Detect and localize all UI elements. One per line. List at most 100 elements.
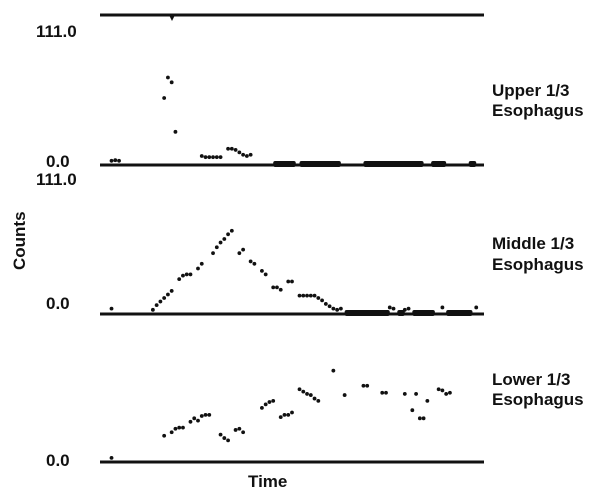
data-point-lower	[436, 387, 441, 392]
data-marks-middle	[109, 228, 479, 316]
data-point-middle	[196, 266, 200, 271]
data-point-middle	[222, 237, 227, 241]
data-point-lower	[271, 398, 276, 403]
data-point-upper	[237, 150, 242, 155]
data-point-upper	[169, 80, 174, 85]
data-point-upper	[203, 155, 208, 160]
data-point-middle	[214, 245, 219, 250]
data-point-upper	[229, 146, 234, 151]
data-point-upper	[244, 154, 249, 158]
data-point-lower	[297, 387, 302, 392]
baseline-segment-middle	[446, 310, 473, 316]
data-point-upper	[199, 154, 204, 158]
data-point-middle	[229, 228, 234, 233]
data-point-upper	[173, 129, 178, 134]
data-point-middle	[312, 293, 317, 298]
data-point-lower	[233, 428, 238, 432]
data-point-lower	[380, 390, 385, 395]
data-point-middle	[474, 305, 479, 310]
data-point-upper	[241, 152, 246, 157]
data-point-lower	[410, 408, 415, 413]
data-point-lower	[109, 455, 114, 460]
data-point-lower	[218, 432, 223, 437]
baseline-segment-middle	[344, 310, 390, 316]
panel-label-upper-line1: Upper 1/3	[492, 81, 569, 100]
data-point-upper	[162, 96, 167, 100]
data-point-lower	[365, 383, 370, 388]
data-point-lower	[421, 416, 426, 421]
data-point-middle	[162, 296, 167, 300]
data-point-upper	[226, 146, 230, 151]
data-point-middle	[440, 305, 445, 310]
x-axis-title: Time	[248, 472, 287, 489]
data-point-middle	[320, 298, 324, 303]
data-point-middle	[109, 306, 114, 311]
panel-label-middle-line1: Middle 1/3	[492, 234, 574, 253]
data-point-middle	[169, 289, 174, 293]
data-point-middle	[323, 302, 328, 306]
data-point-middle	[335, 307, 340, 312]
data-point-lower	[312, 396, 317, 401]
data-point-lower	[196, 418, 200, 423]
data-point-lower	[301, 389, 306, 394]
data-point-middle	[316, 296, 321, 300]
panel-label-lower-line1: Lower 1/3	[492, 370, 570, 389]
data-point-upper	[207, 155, 212, 160]
baseline-segment-upper	[273, 161, 296, 167]
data-point-middle	[305, 293, 309, 298]
ytick-bottom-lower: 0.0	[46, 451, 70, 470]
data-point-lower	[286, 412, 291, 417]
panel-lower: 0.0 Lower 1/3 Esophagus	[46, 368, 584, 470]
data-point-lower	[207, 412, 212, 417]
data-point-lower	[305, 392, 309, 396]
data-point-middle	[327, 304, 332, 309]
data-point-middle	[199, 261, 204, 266]
data-point-middle	[301, 293, 306, 298]
data-point-middle	[271, 285, 276, 290]
data-point-lower	[290, 410, 294, 415]
data-point-middle	[338, 306, 343, 311]
data-point-upper	[248, 152, 253, 157]
data-point-middle	[286, 279, 291, 284]
data-point-lower	[241, 430, 246, 435]
data-point-middle	[188, 272, 193, 277]
data-point-middle	[263, 272, 268, 277]
data-point-upper	[113, 158, 118, 163]
data-point-lower	[263, 402, 268, 407]
data-point-lower	[169, 430, 174, 435]
panel-middle: 111.0 0.0 Middle 1/3 Esophagus	[36, 170, 584, 316]
baseline-segment-middle	[397, 310, 405, 316]
data-point-middle	[150, 307, 155, 312]
data-point-lower	[361, 383, 366, 388]
data-point-upper	[218, 155, 223, 160]
data-point-middle	[275, 285, 279, 290]
baseline-segment-middle	[412, 310, 435, 316]
panel-label-lower-line2: Esophagus	[492, 390, 584, 409]
data-point-upper	[211, 155, 215, 160]
data-point-lower	[226, 438, 230, 443]
data-point-upper	[166, 75, 170, 80]
data-point-lower	[331, 368, 336, 373]
data-point-middle	[331, 306, 336, 311]
data-point-middle	[177, 277, 182, 282]
ytick-bottom-upper: 0.0	[46, 152, 70, 171]
data-point-lower	[222, 436, 227, 440]
data-point-lower	[448, 390, 452, 395]
data-point-middle	[184, 272, 189, 277]
ytick-top-middle: 111.0	[36, 170, 77, 189]
data-point-middle	[406, 306, 411, 311]
baseline-segment-upper	[431, 161, 447, 167]
panel-label-middle-line2: Esophagus	[492, 255, 584, 274]
data-point-lower	[162, 433, 167, 438]
data-point-lower	[278, 415, 283, 420]
panel-label-upper-line2: Esophagus	[492, 101, 584, 120]
data-point-lower	[181, 425, 185, 430]
data-point-lower	[188, 419, 193, 424]
data-point-middle	[252, 261, 257, 266]
data-point-lower	[417, 416, 422, 421]
data-point-middle	[211, 251, 215, 256]
data-point-upper	[117, 158, 121, 163]
data-point-lower	[237, 426, 242, 431]
